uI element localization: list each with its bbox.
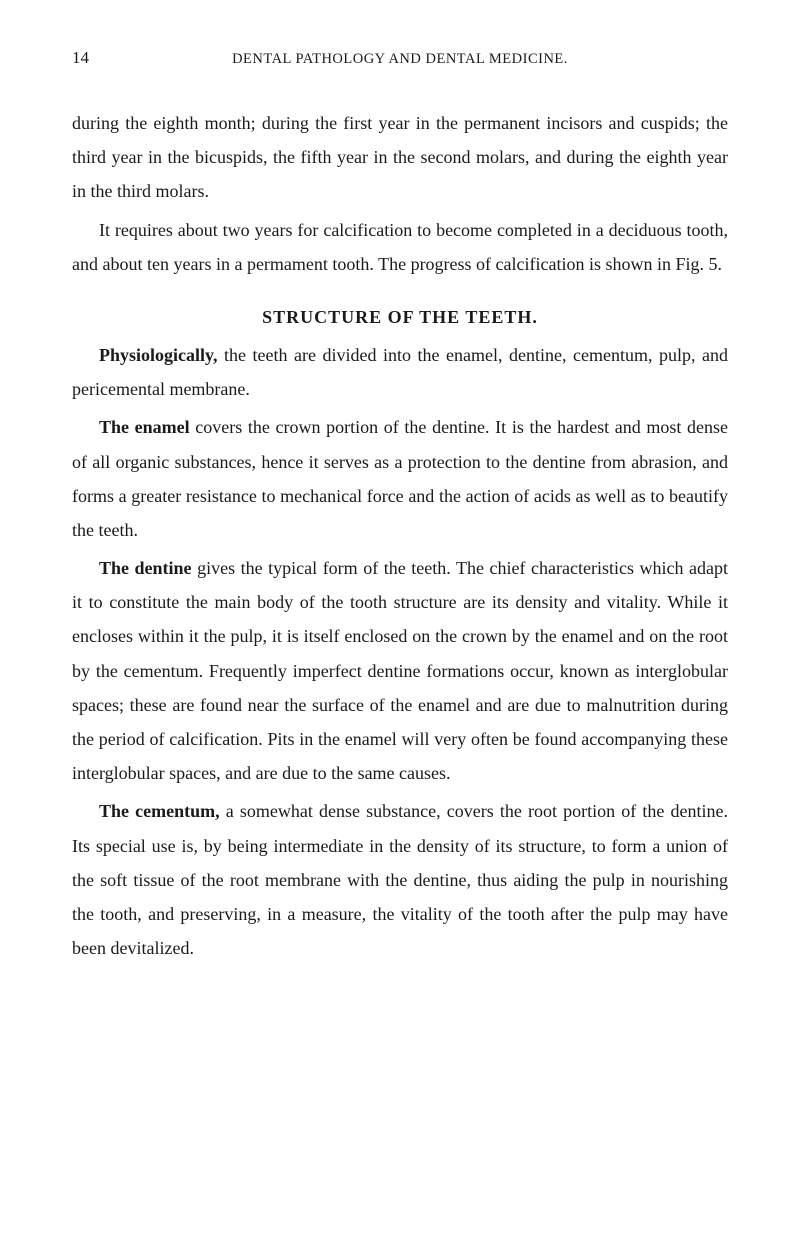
paragraph-3: Physiologically, the teeth are divided i… [72, 338, 728, 406]
running-head: DENTAL PATHOLOGY AND DENTAL MEDICINE. [89, 51, 711, 68]
lead-physiologically: Physiologically, [99, 345, 218, 365]
page-header: 14 DENTAL PATHOLOGY AND DENTAL MEDICINE.… [72, 48, 728, 68]
paragraph-6: The cementum, a somewhat dense substance… [72, 794, 728, 965]
paragraph-5: The dentine gives the typical form of th… [72, 551, 728, 790]
paragraph-5-rest: gives the typical form of the teeth. The… [72, 558, 728, 783]
section-title: STRUCTURE OF THE TEETH. [72, 307, 728, 328]
page-number: 14 [72, 48, 89, 68]
paragraph-1: during the eighth month; during the firs… [72, 106, 728, 209]
paragraph-6-rest: a somewhat dense substance, covers the r… [72, 801, 728, 958]
lead-enamel: The enamel [99, 417, 190, 437]
lead-dentine: The dentine [99, 558, 192, 578]
paragraph-2: It requires about two years for calcific… [72, 213, 728, 281]
lead-cementum: The cementum, [99, 801, 220, 821]
paragraph-4: The enamel covers the crown portion of t… [72, 410, 728, 547]
